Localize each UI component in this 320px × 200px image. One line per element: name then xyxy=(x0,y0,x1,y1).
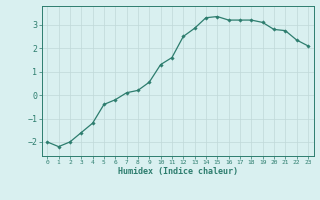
X-axis label: Humidex (Indice chaleur): Humidex (Indice chaleur) xyxy=(118,167,237,176)
